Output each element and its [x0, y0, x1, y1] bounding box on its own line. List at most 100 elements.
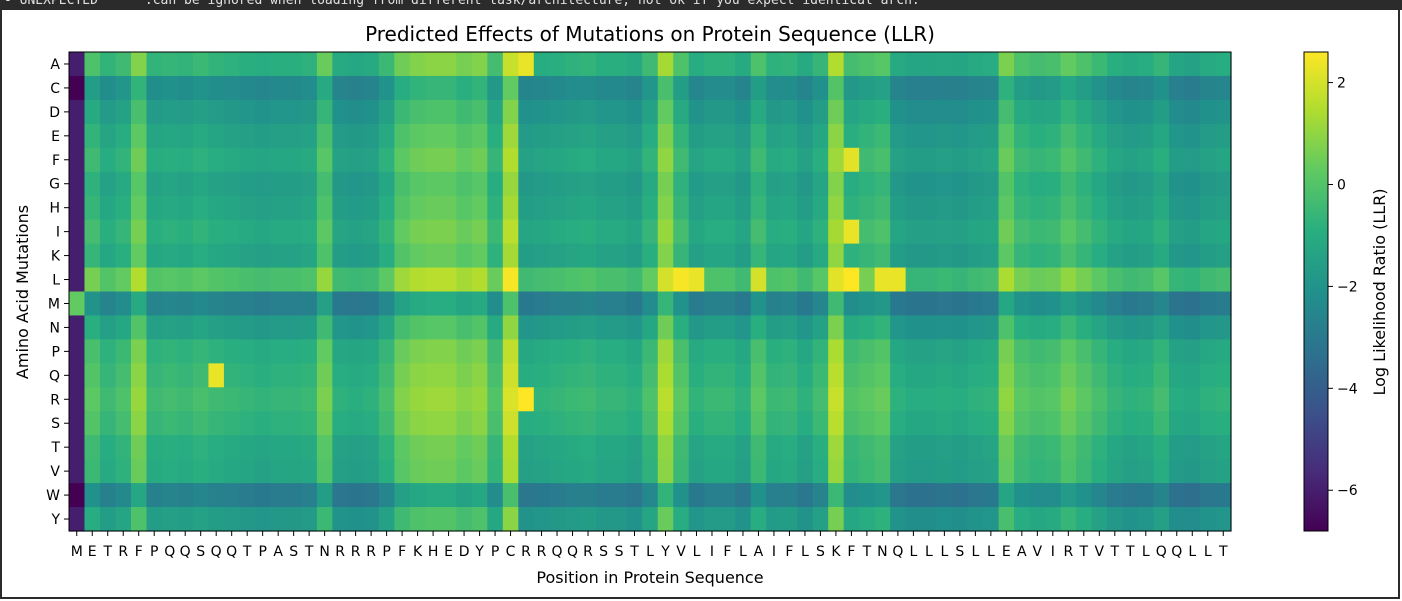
heatmap-cell [456, 291, 473, 317]
heatmap-cell [952, 147, 969, 173]
heatmap-cell [456, 123, 473, 149]
heatmap-cell [1045, 243, 1062, 269]
heatmap-cell [688, 459, 705, 484]
heatmap-cell [564, 459, 581, 484]
heatmap-cell [1215, 123, 1232, 149]
heatmap-cell [270, 171, 287, 197]
heatmap-cell [316, 435, 333, 460]
heatmap-cell [843, 483, 860, 508]
heatmap-cell [161, 339, 179, 364]
heatmap-cell [1215, 291, 1232, 317]
heatmap-cell [409, 363, 426, 388]
heatmap-cell [409, 291, 426, 317]
heatmap-cell [952, 171, 969, 197]
heatmap-cell [254, 195, 272, 221]
heatmap-cell [719, 243, 736, 269]
heatmap-cell [208, 363, 225, 388]
heatmap-cell [766, 387, 783, 412]
y-tick-label: W [46, 488, 60, 504]
heatmap-cell [115, 219, 132, 245]
heatmap-cell [440, 243, 457, 269]
heatmap-cell [502, 435, 519, 460]
colorbar-tick-label: −6 [1337, 483, 1358, 499]
heatmap-cell [533, 291, 550, 317]
heatmap-cell [177, 411, 194, 436]
heatmap-cell [99, 339, 117, 364]
heatmap-cell [1122, 267, 1139, 293]
heatmap-cell [580, 195, 597, 221]
heatmap-cell [316, 459, 333, 484]
heatmap-cell [1014, 171, 1031, 197]
heatmap-cell [316, 75, 333, 101]
heatmap-cell [347, 459, 364, 484]
heatmap-cell [177, 387, 194, 412]
heatmap-cell [471, 459, 488, 484]
heatmap-cell [301, 123, 318, 149]
heatmap-cell [316, 171, 333, 197]
heatmap-cell [84, 243, 101, 269]
heatmap-cell [828, 459, 845, 484]
heatmap-cell [239, 243, 256, 269]
heatmap-cell [1122, 483, 1139, 508]
heatmap-cell [239, 75, 256, 101]
heatmap-cell [998, 363, 1015, 388]
heatmap-cell [812, 507, 829, 532]
heatmap-cell [487, 387, 504, 412]
heatmap-cell [1029, 99, 1046, 125]
heatmap-cell [735, 387, 752, 412]
heatmap-cell [859, 411, 876, 436]
heatmap-cell [626, 411, 643, 436]
heatmap-cell [626, 363, 643, 388]
heatmap-cell [781, 363, 798, 388]
heatmap-cell [874, 99, 891, 125]
colorbar-tick-label: 2 [1337, 76, 1346, 92]
heatmap-cell [456, 171, 473, 197]
heatmap-cell [859, 171, 876, 197]
heatmap-cell [130, 315, 148, 340]
x-axis-label: Position in Protein Sequence [536, 568, 763, 587]
heatmap-cell [1200, 339, 1217, 364]
heatmap-cell [719, 147, 736, 173]
heatmap-cell [471, 507, 488, 532]
heatmap-cell [952, 291, 969, 317]
heatmap-cell [673, 75, 690, 101]
heatmap-cell [1169, 435, 1186, 460]
heatmap-cell [828, 483, 845, 508]
heatmap-cell [1076, 507, 1093, 532]
heatmap-cell [1076, 171, 1093, 197]
heatmap-cell [704, 219, 721, 245]
heatmap-cell [208, 387, 225, 412]
heatmap-cell [936, 459, 953, 484]
heatmap-cell [161, 171, 179, 197]
x-tick-label: Y [474, 544, 484, 560]
heatmap-cell [874, 411, 891, 436]
heatmap-cell [177, 75, 194, 101]
heatmap-cell [859, 52, 876, 77]
heatmap-cell [1014, 75, 1031, 101]
heatmap-cell [378, 171, 395, 197]
heatmap-cell [967, 363, 984, 388]
heatmap-cell [84, 52, 101, 77]
heatmap-cell [518, 123, 535, 149]
heatmap-cell [859, 219, 876, 245]
heatmap-cell [1215, 243, 1232, 269]
heatmap-cell [1060, 363, 1077, 388]
heatmap-cell [626, 171, 643, 197]
heatmap-cell [595, 387, 612, 412]
heatmap-cell [688, 219, 705, 245]
heatmap-cell [1184, 123, 1201, 149]
heatmap-cell [921, 291, 938, 317]
heatmap-cell [797, 411, 814, 436]
heatmap-cell [936, 75, 953, 101]
heatmap-cell [487, 459, 504, 484]
x-tick-label: R [537, 544, 547, 560]
heatmap-cell [332, 363, 349, 388]
heatmap-cell [642, 315, 659, 340]
x-tick-label: S [615, 544, 624, 560]
x-tick-label: K [831, 544, 841, 560]
heatmap-cell [192, 291, 210, 317]
heatmap-cell [797, 387, 814, 412]
heatmap-cell [1169, 411, 1186, 436]
heatmap-cell [750, 507, 767, 532]
